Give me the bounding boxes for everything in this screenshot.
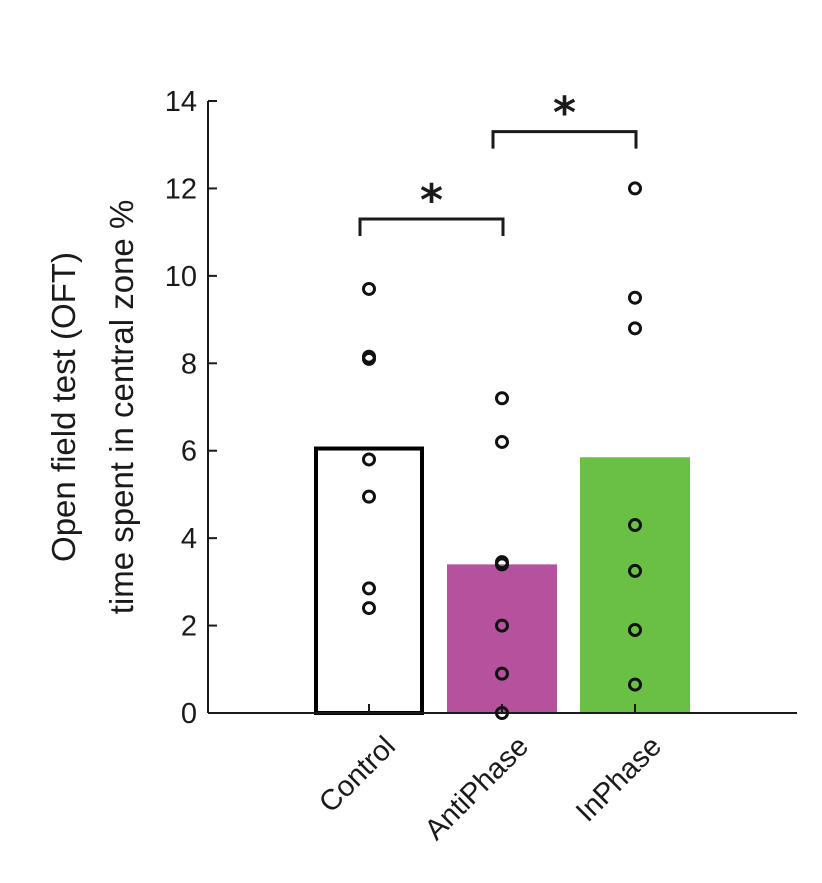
y-tick-label: 8 [181, 348, 197, 380]
x-tick-label-antiphase: AntiPhase [419, 730, 535, 846]
significance-star-1: * [420, 175, 443, 226]
data-point-control [362, 581, 376, 596]
data-point-antiphase [495, 706, 509, 720]
significance-star-2: * [553, 88, 576, 139]
significance-bracket-1 [358, 217, 505, 237]
points-layer [362, 181, 642, 720]
data-point-inphase [628, 181, 642, 196]
data-point-inphase [628, 321, 642, 336]
bar-antiphase [447, 564, 557, 713]
data-point-control [362, 281, 376, 296]
data-point-inphase [628, 677, 642, 692]
axes-layer: 0 2 4 6 8 10 12 14 Control AntiPhase InPhase [165, 86, 797, 846]
y-axis-label-line-1: Open field test (OFT) [45, 252, 82, 562]
bars-layer [314, 446, 690, 715]
significance-layer: ** [358, 88, 638, 237]
y-axis-label-line-2: time spent in central zone % [103, 200, 140, 615]
bar-control [314, 446, 424, 715]
data-point-inphase [628, 290, 642, 305]
x-tick-label-inphase: InPhase [570, 730, 668, 828]
data-point-antiphase [495, 557, 509, 572]
data-point-control [362, 489, 376, 504]
bar-inphase [580, 457, 690, 713]
y-tick-label: 6 [181, 436, 197, 468]
y-tick-label: 14 [165, 86, 197, 118]
y-tick-label: 0 [181, 698, 197, 730]
data-point-inphase [628, 563, 642, 578]
data-point-control [362, 452, 376, 467]
data-point-inphase [628, 518, 642, 533]
y-tick-label: 2 [181, 611, 197, 643]
data-point-antiphase [495, 618, 509, 633]
x-tick-label-control: Control [313, 730, 402, 819]
y-tick-label: 12 [165, 173, 197, 205]
data-point-antiphase [495, 666, 509, 681]
data-point-antiphase [495, 434, 509, 449]
significance-bracket-2 [491, 130, 638, 149]
data-point-control [362, 601, 376, 616]
data-point-control [362, 351, 376, 366]
y-axis-label: Open field test (OFT) time spent in cent… [45, 200, 140, 615]
data-point-inphase [628, 622, 642, 637]
data-point-antiphase [495, 391, 509, 406]
y-tick-label: 4 [181, 523, 197, 555]
y-tick-label: 10 [165, 261, 197, 293]
